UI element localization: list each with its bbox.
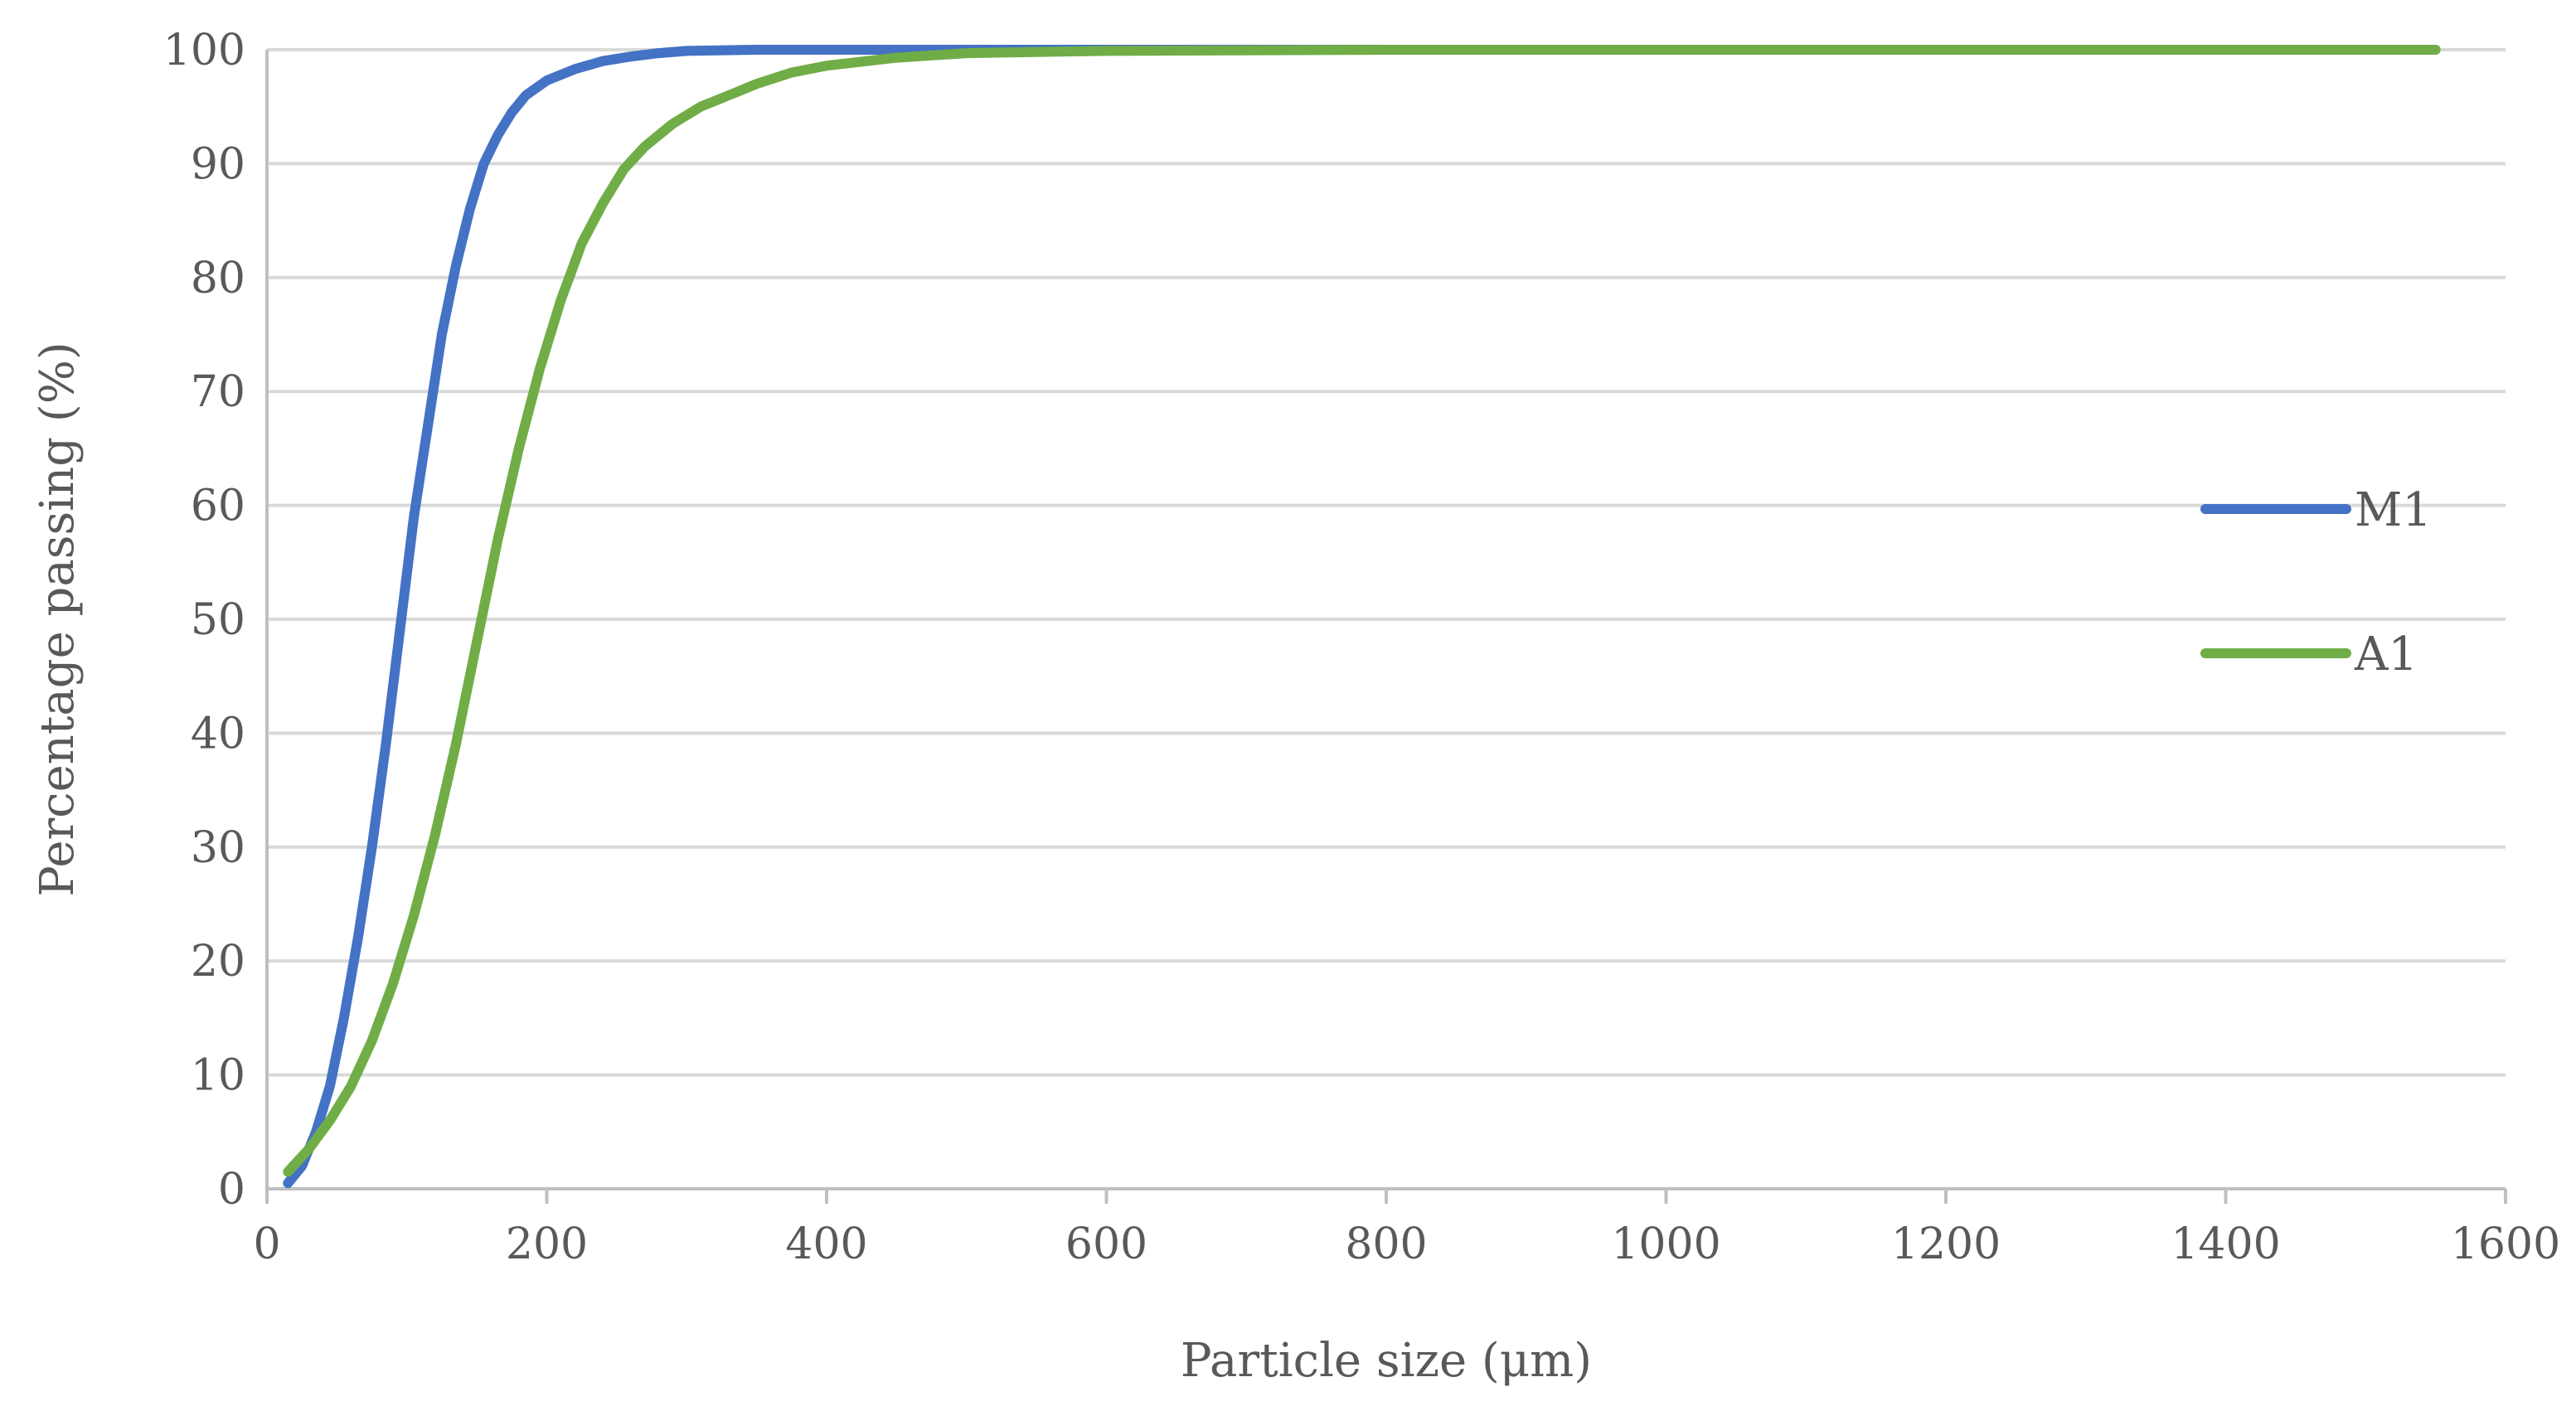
y-tick-label: 100 xyxy=(163,26,245,75)
y-axis-title: Percentage passing (%) xyxy=(31,342,85,897)
y-tick-label: 10 xyxy=(191,1051,245,1101)
x-tick-label: 1000 xyxy=(1611,1219,1720,1269)
x-tick-label: 1400 xyxy=(2171,1219,2280,1269)
x-tick-label: 1200 xyxy=(1891,1219,2001,1269)
x-tick-label: 800 xyxy=(1345,1219,1427,1269)
x-axis-title: Particle size (μm) xyxy=(1181,1334,1592,1388)
x-tick-label: 1600 xyxy=(2451,1219,2560,1269)
x-tick-label: 400 xyxy=(785,1219,867,1269)
y-tick-label: 30 xyxy=(191,823,245,873)
y-tick-label: 70 xyxy=(191,367,245,417)
series-line-a1 xyxy=(283,45,2441,1177)
y-tick-label: 0 xyxy=(218,1165,245,1215)
series-line-m1 xyxy=(283,45,2441,1189)
x-tick-label: 200 xyxy=(506,1219,588,1269)
y-tick-label: 90 xyxy=(191,139,245,189)
y-tick-label: 80 xyxy=(191,254,245,303)
y-tick-label: 20 xyxy=(191,937,245,987)
legend-label-m1: M1 xyxy=(2355,483,2432,537)
y-tick-label: 60 xyxy=(191,482,245,531)
y-tick-label: 50 xyxy=(191,595,245,645)
x-tick-label: 600 xyxy=(1065,1219,1147,1269)
legend: M1 A1 xyxy=(2200,483,2432,681)
legend-label-a1: A1 xyxy=(2354,628,2418,681)
y-tick-label: 40 xyxy=(191,709,245,759)
x-tick-label: 0 xyxy=(253,1219,280,1269)
series xyxy=(283,45,2441,1189)
